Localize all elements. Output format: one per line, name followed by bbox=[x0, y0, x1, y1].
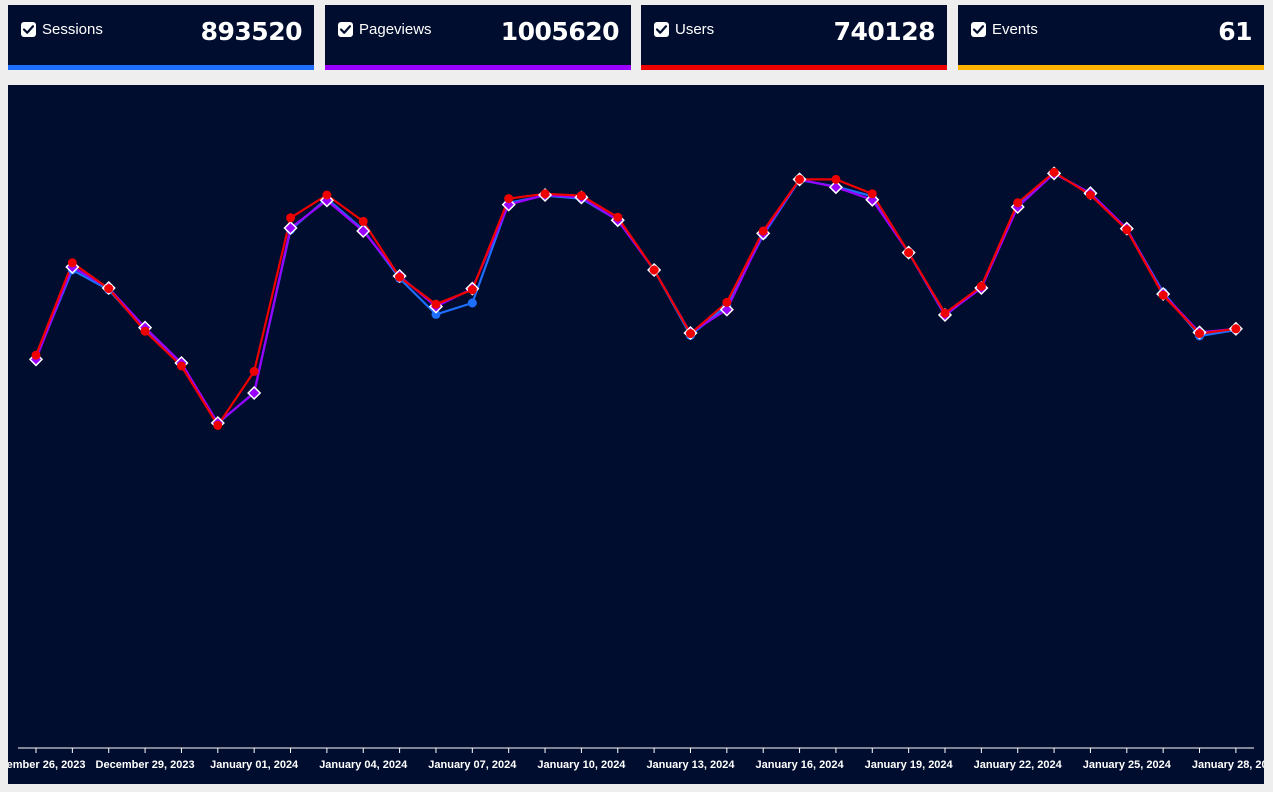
metric-color-bar bbox=[641, 65, 947, 70]
line-chart-panel: December 26, 2023 December 29, 2023 Januar… bbox=[8, 85, 1264, 784]
metric-card-sessions[interactable]: Sessions 893520 bbox=[8, 5, 314, 70]
x-tick-label: January 07, 2024 bbox=[428, 759, 517, 771]
users-point bbox=[395, 272, 405, 282]
users-point bbox=[685, 329, 695, 339]
metric-value: 740128 bbox=[833, 17, 936, 46]
users-point bbox=[67, 258, 77, 268]
metric-card-events[interactable]: Events 61 bbox=[958, 5, 1264, 70]
pageviews-point bbox=[356, 223, 371, 239]
users-point bbox=[831, 174, 841, 184]
events-checkbox[interactable] bbox=[971, 22, 986, 37]
users-point bbox=[1158, 290, 1168, 300]
users-point bbox=[540, 189, 550, 199]
metric-color-bar bbox=[325, 65, 631, 70]
users-point bbox=[1013, 198, 1023, 208]
metric-card-users[interactable]: Users 740128 bbox=[641, 5, 947, 70]
pageviews-point bbox=[247, 385, 262, 401]
metric-label: Sessions bbox=[42, 21, 103, 38]
users-point bbox=[104, 284, 114, 294]
x-tick-label: January 13, 2024 bbox=[646, 759, 735, 771]
series-line-sessions bbox=[34, 172, 1237, 425]
x-tick-label: December 29, 2023 bbox=[96, 759, 195, 771]
users-point bbox=[1085, 190, 1095, 200]
users-point bbox=[140, 326, 150, 336]
metric-label: Pageviews bbox=[359, 21, 432, 38]
metric-color-bar bbox=[8, 65, 314, 70]
metric-value: 61 bbox=[1218, 17, 1252, 46]
users-point bbox=[286, 213, 296, 223]
users-point bbox=[249, 366, 259, 376]
users-point bbox=[758, 226, 768, 236]
users-point bbox=[576, 191, 586, 201]
pageviews-point bbox=[719, 302, 734, 317]
x-tick-label: January 10, 2024 bbox=[537, 759, 626, 771]
users-point bbox=[1122, 225, 1132, 235]
checkmark-icon bbox=[22, 25, 35, 34]
metric-card-pageviews[interactable]: Pageviews 1005620 bbox=[325, 5, 631, 70]
users-point bbox=[613, 212, 623, 222]
users-point bbox=[976, 281, 986, 291]
users-point bbox=[358, 216, 368, 226]
users-point bbox=[722, 297, 732, 307]
pageviews-point bbox=[828, 180, 843, 195]
pageviews-checkbox[interactable] bbox=[338, 22, 353, 37]
x-tick-label: January 22, 2024 bbox=[974, 759, 1063, 771]
checkmark-icon bbox=[655, 25, 668, 34]
users-point bbox=[504, 194, 514, 204]
x-tick-label: January 19, 2024 bbox=[865, 759, 954, 771]
users-point bbox=[940, 308, 950, 318]
metric-value: 893520 bbox=[200, 17, 303, 46]
users-point bbox=[904, 248, 914, 258]
checkmark-icon bbox=[339, 25, 352, 34]
sessions-point bbox=[467, 298, 477, 308]
users-checkbox[interactable] bbox=[654, 22, 669, 37]
checkmark-icon bbox=[972, 25, 985, 34]
users-point bbox=[867, 189, 877, 199]
users-point bbox=[649, 265, 659, 275]
series-line-users bbox=[34, 171, 1237, 427]
pageviews-point bbox=[283, 220, 298, 236]
users-point bbox=[1195, 329, 1205, 339]
users-point bbox=[467, 285, 477, 295]
x-tick-label: December 26, 2023 bbox=[8, 759, 86, 771]
users-point bbox=[31, 350, 41, 360]
metric-color-bar bbox=[958, 65, 1264, 70]
series-line-pageviews bbox=[34, 172, 1236, 425]
line-chart: December 26, 2023 December 29, 2023 Januar… bbox=[8, 166, 1264, 771]
users-point bbox=[1049, 167, 1059, 177]
users-point bbox=[431, 299, 441, 309]
x-tick-label: January 16, 2024 bbox=[756, 759, 845, 771]
sessions-point bbox=[431, 309, 441, 319]
x-tick-label: January 04, 2024 bbox=[319, 759, 408, 771]
users-point bbox=[176, 361, 186, 371]
sessions-checkbox[interactable] bbox=[21, 22, 36, 37]
users-point bbox=[213, 420, 223, 430]
metric-value: 1005620 bbox=[500, 17, 620, 46]
users-point bbox=[795, 174, 805, 184]
x-tick-label: January 25, 2024 bbox=[1083, 759, 1172, 771]
users-point bbox=[322, 190, 332, 200]
x-tick-label: January 01, 2024 bbox=[210, 759, 299, 771]
metric-label: Users bbox=[675, 21, 715, 38]
users-point bbox=[1231, 324, 1241, 334]
x-tick-label: January 28, 2024 bbox=[1192, 759, 1264, 771]
metric-label: Events bbox=[992, 21, 1038, 38]
